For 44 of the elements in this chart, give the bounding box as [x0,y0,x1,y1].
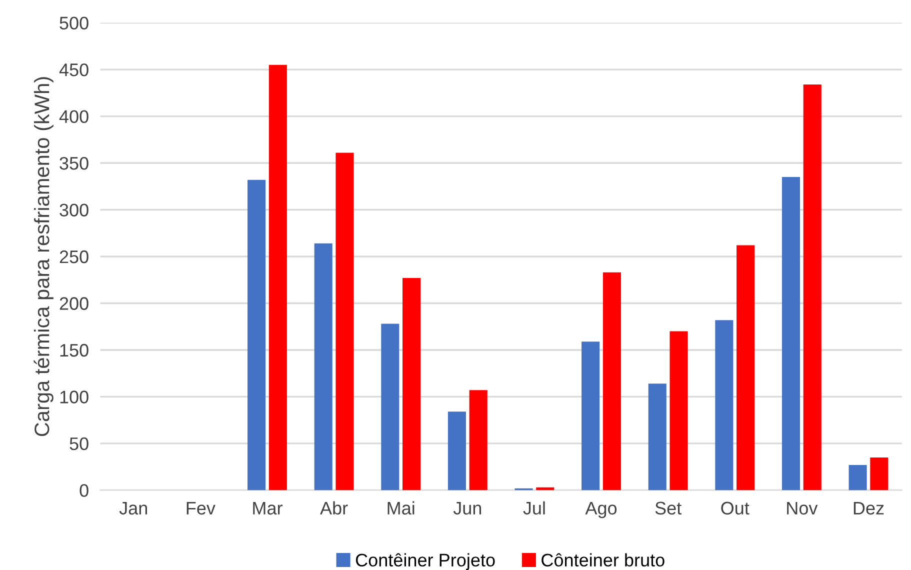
bar [582,342,600,490]
x-tick-label: Nov [787,502,818,515]
y-tick-label: 150 [60,344,88,357]
bar [648,384,666,490]
bar [782,177,800,490]
x-tick-label: Jun [453,502,482,515]
y-tick-label: 350 [60,156,88,170]
y-tick-label: 300 [60,204,88,216]
bar [381,324,400,490]
bar [670,331,688,490]
y-tick-label: 0 [80,484,88,497]
y-tick-label: 450 [59,63,88,76]
x-tick-label: Mai [388,501,414,515]
x-tick-label: Jan [119,502,147,515]
bar [402,278,421,490]
bar [336,152,354,490]
x-tick-label: Out [721,502,750,515]
bar [268,64,287,490]
bar [314,243,332,490]
y-tick-label: 100 [60,390,88,404]
x-tick-label: Ago [585,502,617,518]
bar [870,457,888,490]
y-tick-label: 500 [60,16,88,30]
bar [248,180,266,490]
x-tick-label: Mar [253,502,282,515]
bar [803,84,822,490]
x-tick-label: Set [655,502,682,515]
y-tick-label: 200 [60,297,88,310]
x-tick-label: Jul [523,501,545,515]
x-tick-label: Dez [854,502,884,515]
y-tick-label: 50 [70,437,88,450]
y-axis-title: Carga térmica para resfriamento (kWh) [34,77,54,436]
bar [848,464,867,490]
bar [448,412,466,490]
bar [715,320,734,490]
legend-label: Contêiner Projeto [356,553,495,570]
x-tick-label: Fev [186,502,216,515]
bar [469,390,488,490]
bar [602,272,621,490]
y-tick-label: 250 [60,250,88,264]
legend-label: Cônteiner bruto [542,553,664,567]
y-tick-label: 400 [59,110,88,123]
x-tick-label: Abr [320,501,348,515]
bar [736,245,755,490]
